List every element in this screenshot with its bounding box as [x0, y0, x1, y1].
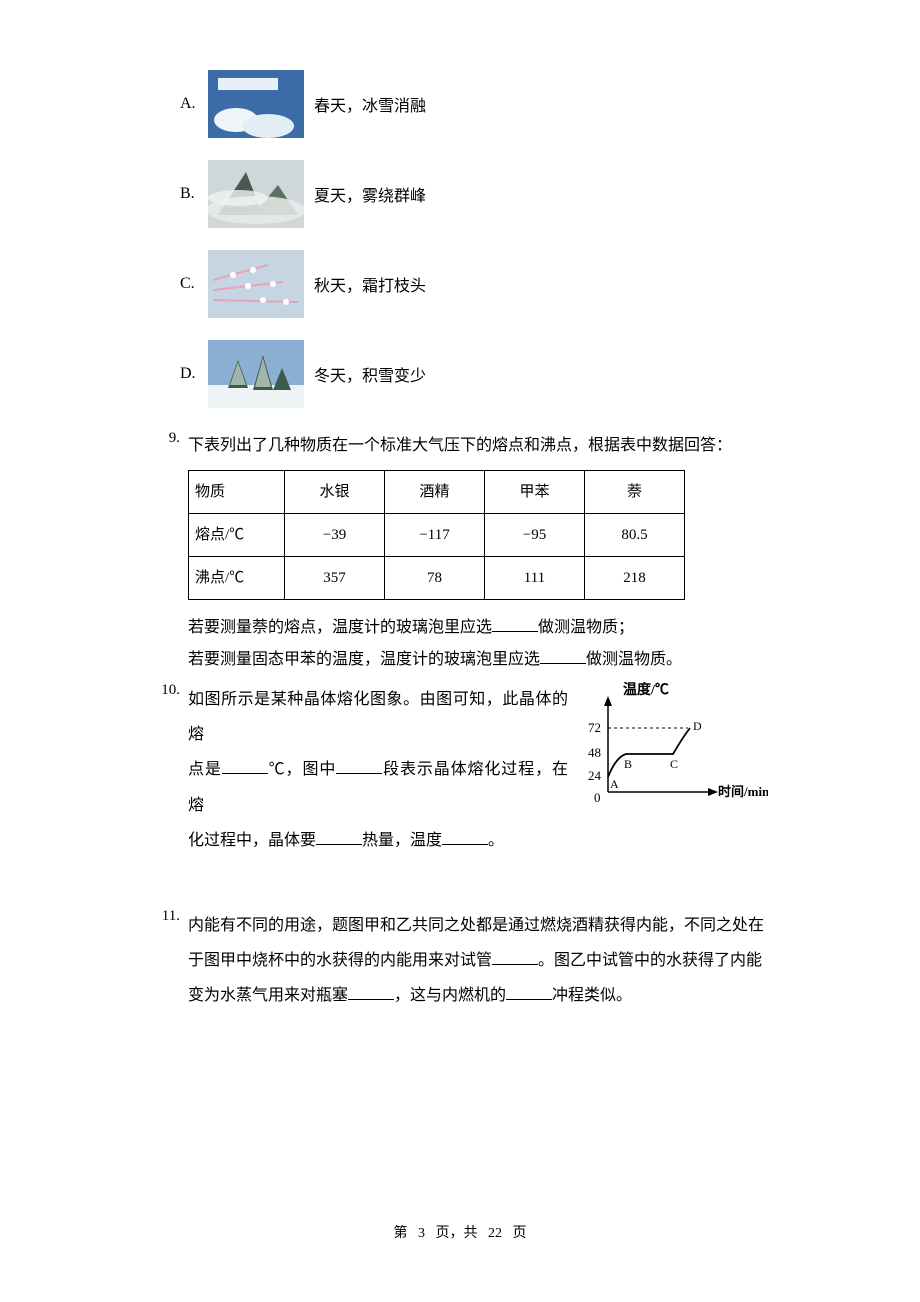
- option-b-row: B. 夏天，雾绕群峰: [180, 160, 800, 228]
- option-a-label: A.: [180, 95, 208, 113]
- q9-line2b: 做测温物质。: [586, 651, 682, 668]
- question-10: 10. 如图所示是某种晶体熔化图象。由图可知，此晶体的熔 点是℃，图中段表示晶体…: [150, 682, 800, 858]
- pt-a: A: [610, 777, 619, 791]
- footer-total: 22: [488, 1226, 502, 1241]
- th-substance: 物质: [189, 471, 285, 514]
- q9-number: 9.: [150, 430, 180, 447]
- q10-text: 如图所示是某种晶体熔化图象。由图可知，此晶体的熔 点是℃，图中段表示晶体熔化过程…: [188, 682, 568, 858]
- option-d-image: [208, 340, 304, 408]
- tick-72: 72: [588, 720, 601, 735]
- option-a-row: A. 春天，冰雪消融: [180, 70, 800, 138]
- q9-line1a: 若要测量萘的熔点，温度计的玻璃泡里应选: [188, 619, 492, 636]
- th-naphthalene: 萘: [585, 471, 685, 514]
- q10-body: 如图所示是某种晶体熔化图象。由图可知，此晶体的熔 点是℃，图中段表示晶体熔化过程…: [188, 682, 800, 858]
- cell: 218: [585, 557, 685, 600]
- pt-b: B: [624, 757, 632, 771]
- option-b-text: 夏天，雾绕群峰: [314, 182, 426, 206]
- blank: [492, 949, 538, 965]
- q11-seg3b: ，这与内燃机的: [394, 987, 506, 1004]
- table-row: 沸点/℃ 357 78 111 218: [189, 557, 685, 600]
- q9-line1: 若要测量萘的熔点，温度计的玻璃泡里应选 做测温物质；: [188, 612, 800, 644]
- cell: −95: [485, 514, 585, 557]
- cell: 111: [485, 557, 585, 600]
- q11-seg2b: 。图乙中试管中的水获得了内能: [538, 952, 762, 969]
- snow-melt-icon: [208, 70, 304, 138]
- option-b-label: B.: [180, 185, 208, 203]
- question-11: 11. 内能有不同的用途，题图甲和乙共同之处都是通过燃烧酒精获得内能，不同之处在…: [150, 908, 800, 1014]
- page-footer: 第 3 页，共 22 页: [0, 1222, 920, 1242]
- table-row: 熔点/℃ −39 −117 −95 80.5: [189, 514, 685, 557]
- blank: [316, 829, 362, 845]
- blank: [348, 984, 394, 1000]
- q9-body: 下表列出了几种物质在一个标准大气压下的熔点和沸点，根据表中数据回答： 物质 水银…: [188, 430, 800, 676]
- q11-line2: 于图甲中烧杯中的水获得的内能用来对试管 。图乙中试管中的水获得了内能: [188, 943, 800, 978]
- q10-seg3a: 化过程中，晶体要: [188, 832, 316, 849]
- tick-24: 24: [588, 768, 602, 783]
- blank: [442, 829, 488, 845]
- y-axis-label: 温度/℃: [623, 682, 669, 698]
- melting-curve-chart-icon: 温度/℃ 72 48 24 0 A B C D 时间/mi: [578, 682, 768, 812]
- th-toluene: 甲苯: [485, 471, 585, 514]
- option-c-text: 秋天，霜打枝头: [314, 272, 426, 296]
- option-d-label: D.: [180, 365, 208, 383]
- footer-mid: 页，共: [436, 1226, 478, 1241]
- q10-seg2b: ℃，图中: [268, 761, 336, 778]
- fog-mountain-icon: [208, 160, 304, 228]
- cell: 78: [385, 557, 485, 600]
- footer-page: 3: [418, 1226, 425, 1241]
- q10-chart: 温度/℃ 72 48 24 0 A B C D 时间/mi: [578, 682, 768, 812]
- q11-line3: 变为水蒸气用来对瓶塞 ，这与内燃机的 冲程类似。: [188, 978, 800, 1013]
- blank: [506, 984, 552, 1000]
- row-melting-hdr: 熔点/℃: [189, 514, 285, 557]
- th-alcohol: 酒精: [385, 471, 485, 514]
- cell: 357: [285, 557, 385, 600]
- q10-seg3c: 。: [488, 832, 504, 849]
- q11-number: 11.: [150, 908, 180, 925]
- blank: [336, 758, 382, 774]
- q11-seg2a: 于图甲中烧杯中的水获得的内能用来对试管: [188, 952, 492, 969]
- blank: [492, 616, 538, 632]
- q11-line1: 内能有不同的用途，题图甲和乙共同之处都是通过燃烧酒精获得内能，不同之处在: [188, 908, 800, 943]
- cell: −117: [385, 514, 485, 557]
- option-c-label: C.: [180, 275, 208, 293]
- pt-d: D: [693, 719, 702, 733]
- option-d-row: D. 冬天，积雪变少: [180, 340, 800, 408]
- q9-line1b: 做测温物质；: [538, 619, 634, 636]
- tick-0: 0: [594, 790, 601, 805]
- cell: 80.5: [585, 514, 685, 557]
- option-c-image: [208, 250, 304, 318]
- table-row: 物质 水银 酒精 甲苯 萘: [189, 471, 685, 514]
- row-boiling-hdr: 沸点/℃: [189, 557, 285, 600]
- tick-48: 48: [588, 745, 601, 760]
- q10-seg1: 如图所示是某种晶体熔化图象。由图可知，此晶体的熔: [188, 682, 568, 752]
- q10-number: 10.: [150, 682, 180, 699]
- q11-seg3c: 冲程类似。: [552, 987, 632, 1004]
- q9-line2: 若要测量固态甲苯的温度，温度计的玻璃泡里应选 做测温物质。: [188, 644, 800, 676]
- option-c-row: C. 秋天，霜打枝头: [180, 250, 800, 318]
- q11-seg3a: 变为水蒸气用来对瓶塞: [188, 987, 348, 1004]
- option-d-text: 冬天，积雪变少: [314, 362, 426, 386]
- q10-seg2a: 点是: [188, 761, 222, 778]
- footer-right: 页: [513, 1226, 527, 1241]
- th-mercury: 水银: [285, 471, 385, 514]
- option-a-image: [208, 70, 304, 138]
- cell: −39: [285, 514, 385, 557]
- winter-less-snow-icon: [208, 340, 304, 408]
- q11-body: 内能有不同的用途，题图甲和乙共同之处都是通过燃烧酒精获得内能，不同之处在 于图甲…: [188, 908, 800, 1014]
- blank: [222, 758, 268, 774]
- q9-intro: 下表列出了几种物质在一个标准大气压下的熔点和沸点，根据表中数据回答：: [188, 430, 800, 462]
- option-b-image: [208, 160, 304, 228]
- footer-left: 第: [394, 1226, 408, 1241]
- frost-branch-icon: [208, 250, 304, 318]
- q9-line2a: 若要测量固态甲苯的温度，温度计的玻璃泡里应选: [188, 651, 540, 668]
- question-9: 9. 下表列出了几种物质在一个标准大气压下的熔点和沸点，根据表中数据回答： 物质…: [150, 430, 800, 676]
- q9-table: 物质 水银 酒精 甲苯 萘 熔点/℃ −39 −117 −95 80.5 沸点/…: [188, 470, 685, 600]
- option-a-text: 春天，冰雪消融: [314, 92, 426, 116]
- x-axis-label: 时间/min: [718, 784, 768, 799]
- q10-seg3b: 热量，温度: [362, 832, 442, 849]
- blank: [540, 648, 586, 664]
- pt-c: C: [670, 757, 678, 771]
